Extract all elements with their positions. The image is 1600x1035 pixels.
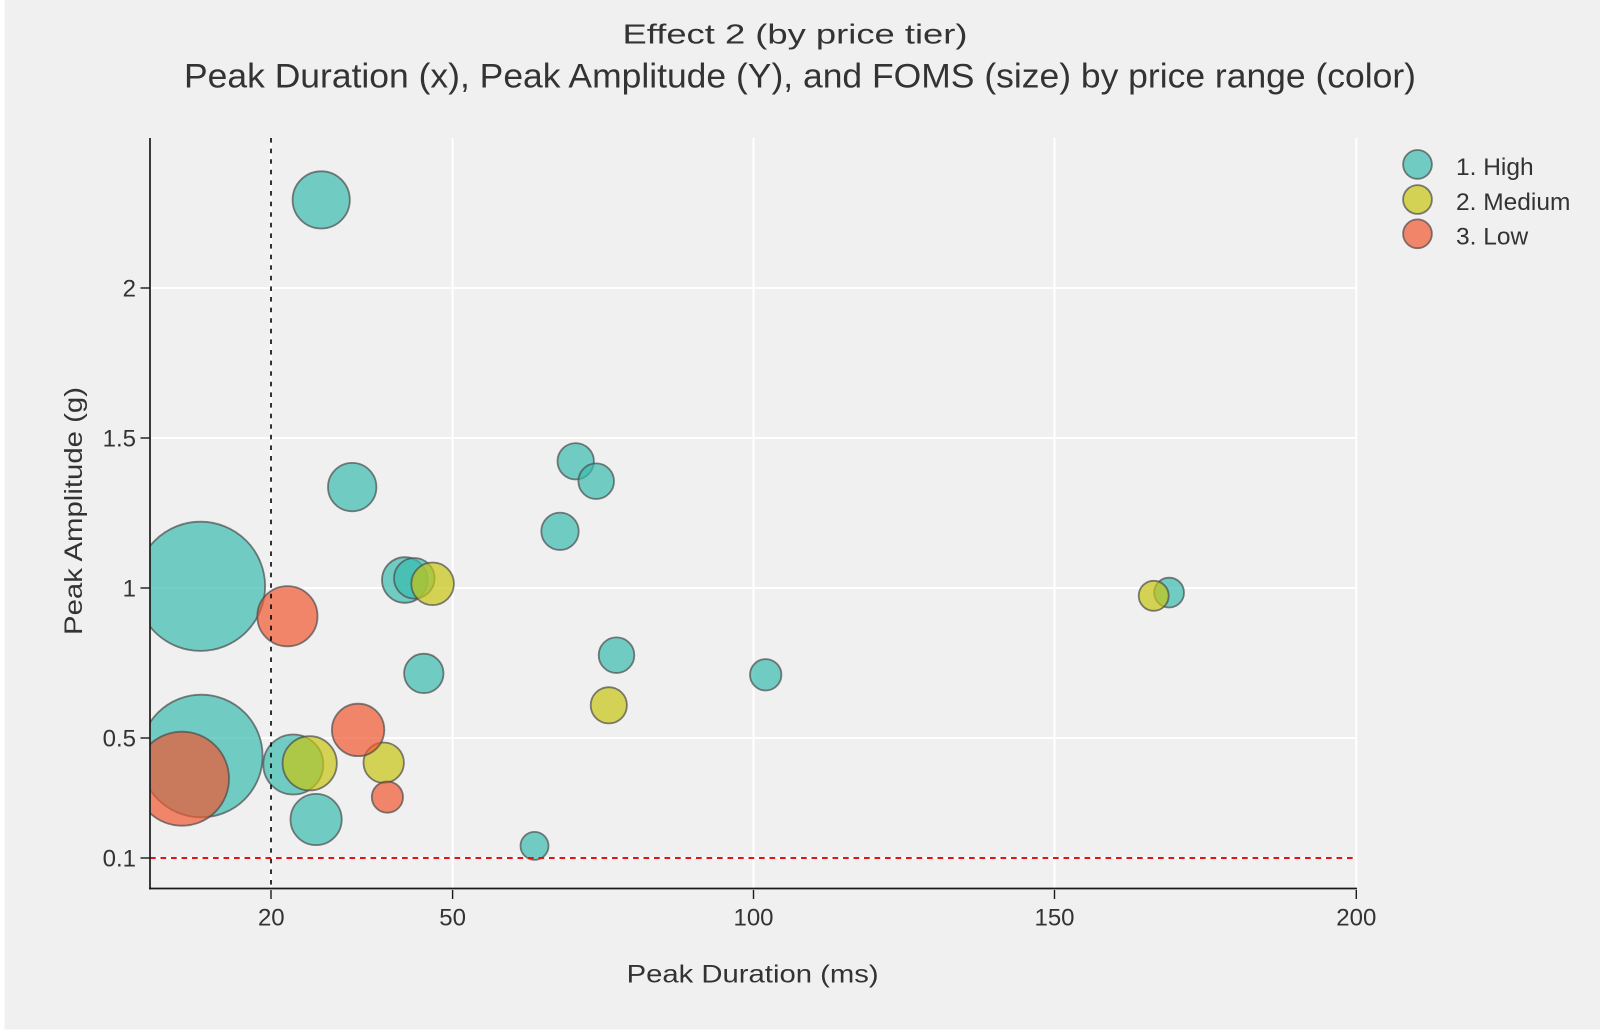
svg-text:150: 150 bbox=[1034, 905, 1074, 932]
svg-text:1: 1 bbox=[123, 576, 136, 603]
svg-text:2. Medium: 2. Medium bbox=[1456, 189, 1570, 216]
svg-text:Effect 2 (by price tier): Effect 2 (by price tier) bbox=[623, 19, 968, 50]
svg-text:2: 2 bbox=[123, 276, 136, 303]
svg-text:Peak Duration (x), Peak Amplit: Peak Duration (x), Peak Amplitude (Y), a… bbox=[184, 58, 1416, 96]
svg-text:1. High: 1. High bbox=[1456, 154, 1534, 181]
svg-text:Peak Amplitude (g): Peak Amplitude (g) bbox=[60, 387, 88, 635]
svg-text:50: 50 bbox=[439, 905, 466, 932]
svg-text:0.5: 0.5 bbox=[103, 726, 136, 753]
svg-text:0.1: 0.1 bbox=[103, 846, 136, 873]
svg-text:20: 20 bbox=[258, 905, 285, 932]
svg-text:3. Low: 3. Low bbox=[1456, 223, 1528, 250]
svg-text:1.5: 1.5 bbox=[103, 426, 136, 453]
svg-text:Peak Duration (ms): Peak Duration (ms) bbox=[627, 960, 879, 988]
svg-text:200: 200 bbox=[1336, 905, 1376, 932]
svg-text:100: 100 bbox=[733, 905, 773, 932]
